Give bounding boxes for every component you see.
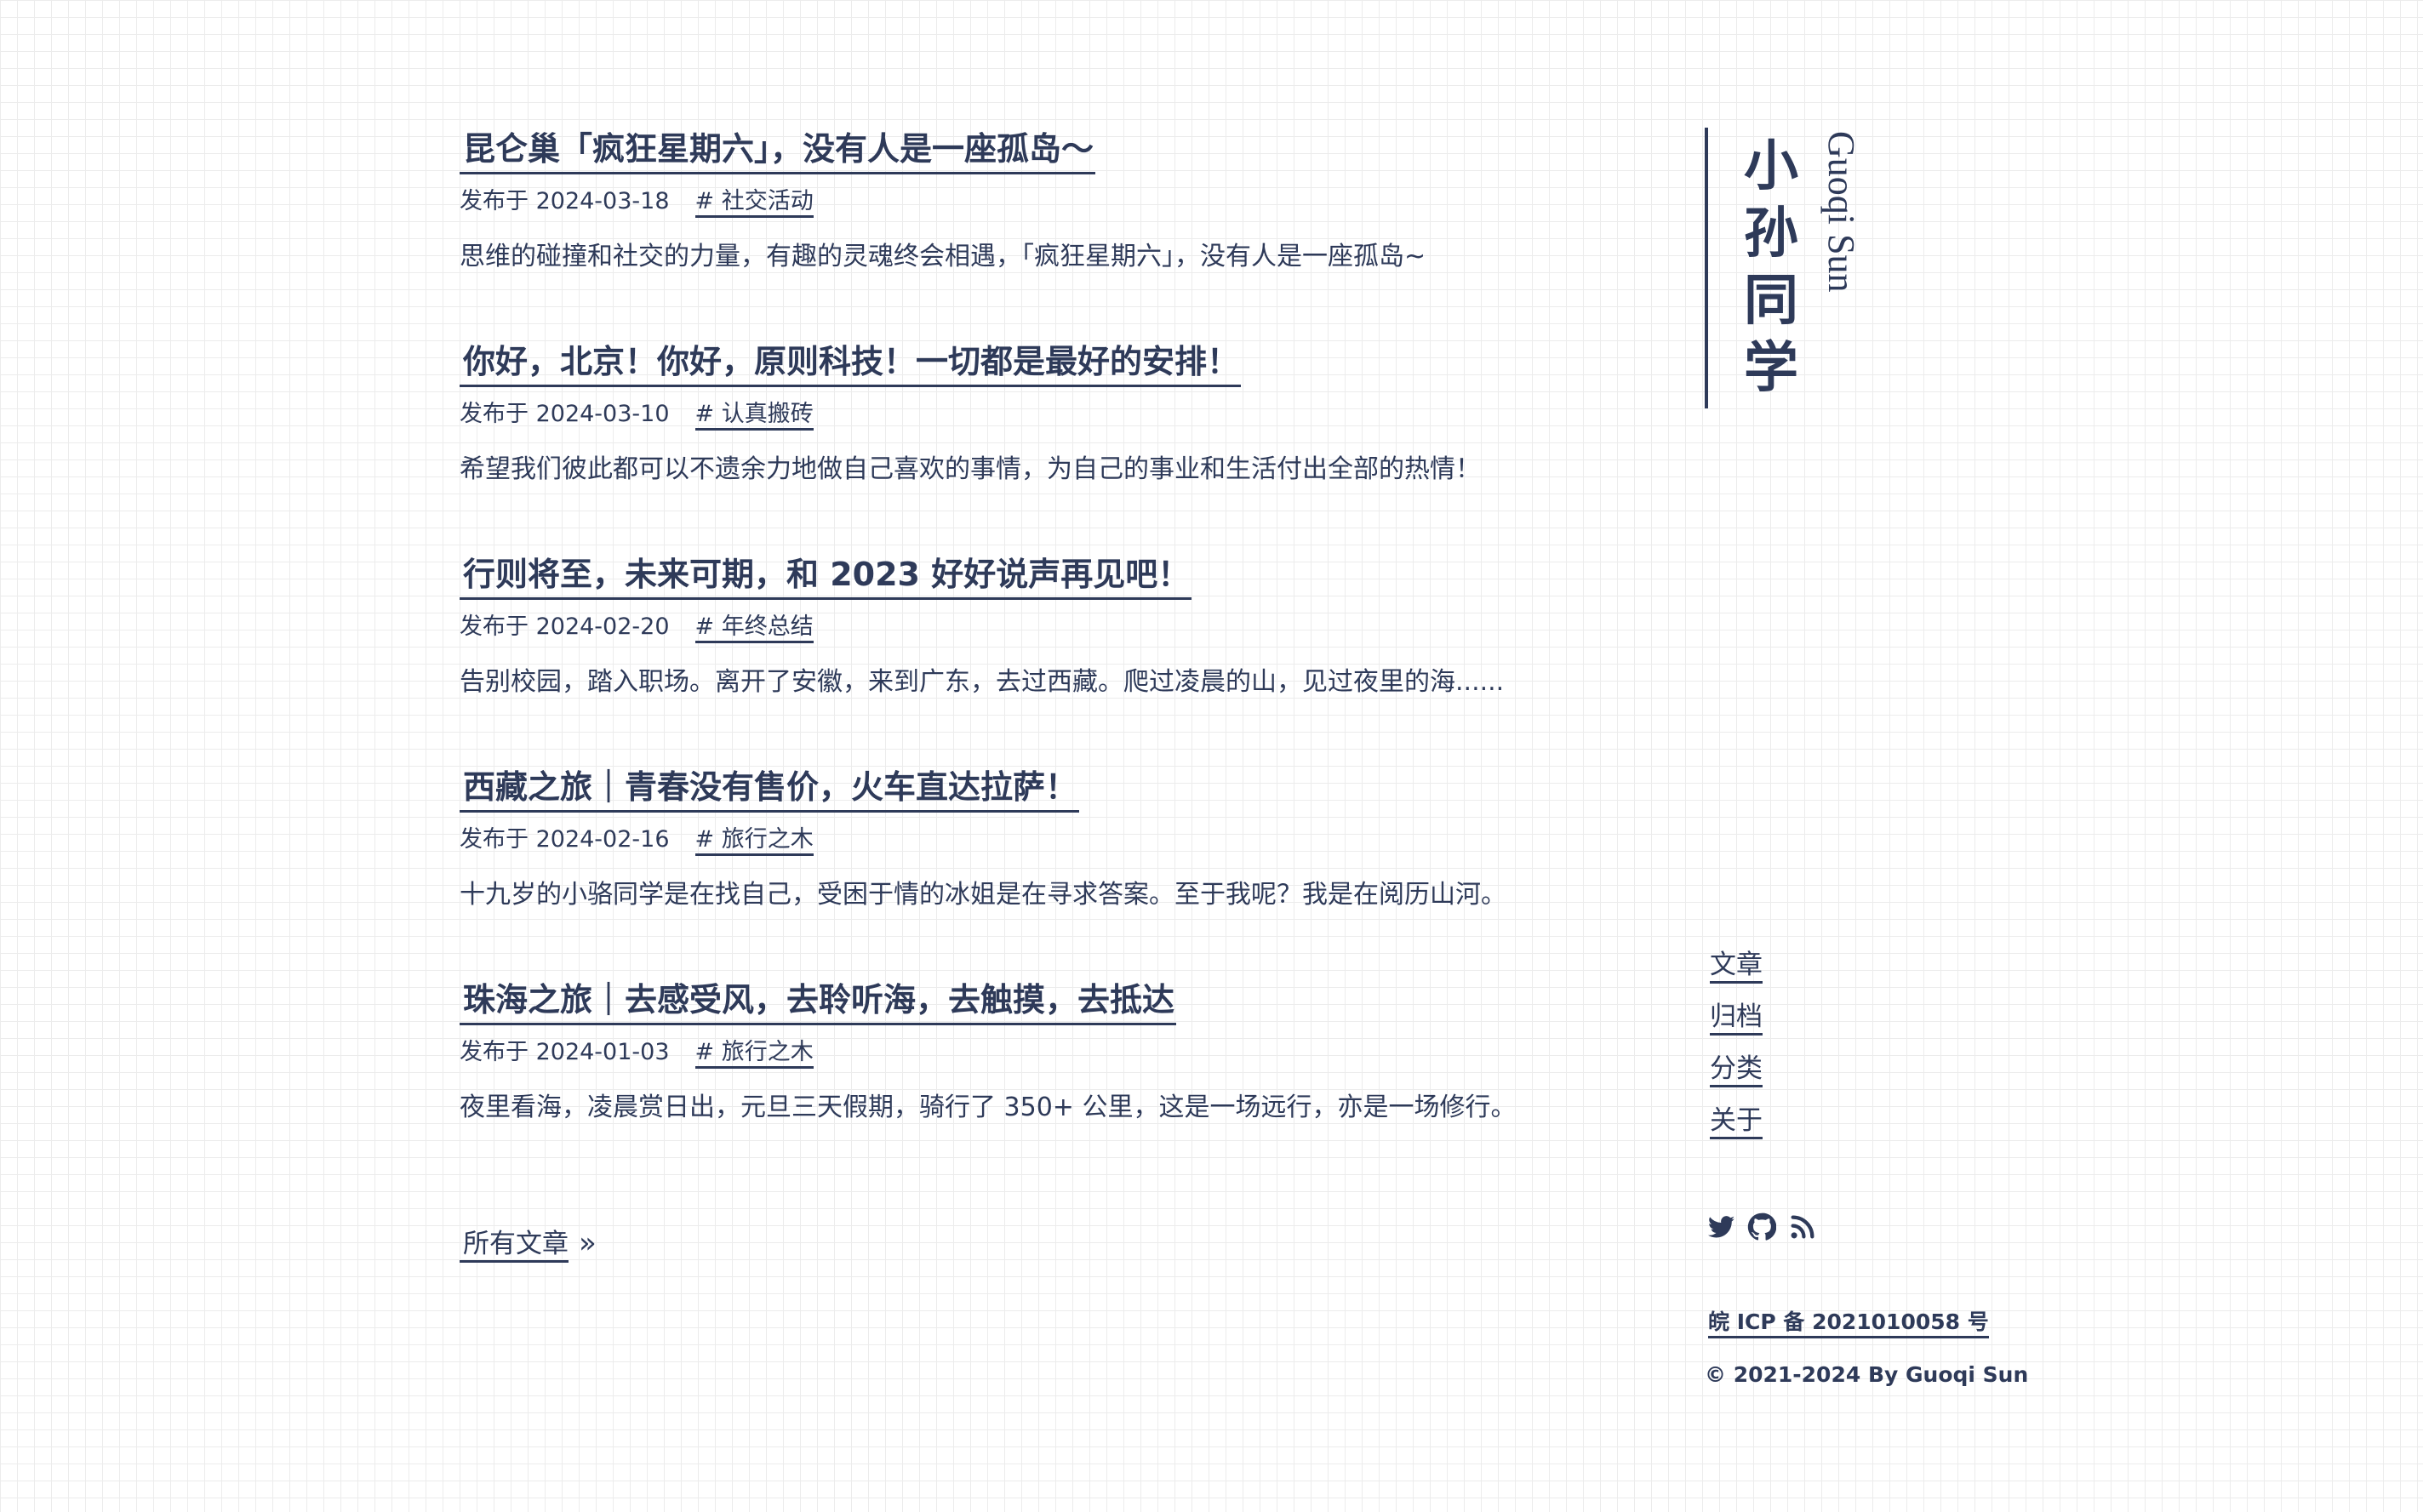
post-tag-link[interactable]: # 年终总结 <box>694 614 814 643</box>
post-tag-link[interactable]: # 旅行之木 <box>694 827 814 856</box>
github-icon[interactable] <box>1747 1212 1777 1241</box>
post-meta: 发布于 2024-02-16 # 旅行之木 <box>460 824 1617 856</box>
post-date: 发布于 2024-01-03 <box>460 1039 670 1065</box>
all-posts-link[interactable]: 所有文章 <box>460 1229 569 1263</box>
social-links <box>1706 1212 1817 1241</box>
rss-icon[interactable] <box>1788 1212 1817 1241</box>
post-date: 发布于 2024-02-16 <box>460 826 670 853</box>
nav-item-label: 文章 <box>1710 950 1763 984</box>
nav-item-label: 关于 <box>1710 1105 1763 1139</box>
icp-record: 皖 ICP 备 2021010058 号 <box>1708 1309 1989 1338</box>
post-meta: 发布于 2024-03-18 # 社交活动 <box>460 186 1617 218</box>
post-tag-link[interactable]: # 旅行之木 <box>694 1040 814 1069</box>
nav-item-label: 归档 <box>1710 1001 1763 1036</box>
post-item: 西藏之旅｜青春没有售价，火车直达拉萨！ 发布于 2024-02-16 # 旅行之木… <box>460 766 1617 979</box>
all-posts: 所有文章 » <box>460 1225 597 1263</box>
post-excerpt: 告别校园，踏入职场。离开了安徽，来到广东，去过西藏。爬过凌晨的山，见过夜里的海.… <box>460 667 1505 697</box>
post-tag-link[interactable]: # 认真搬砖 <box>694 402 814 431</box>
post-date: 发布于 2024-03-10 <box>460 401 670 427</box>
post-date: 发布于 2024-03-18 <box>460 188 670 214</box>
post-meta: 发布于 2024-01-03 # 旅行之木 <box>460 1037 1617 1069</box>
nav-item-archive[interactable]: 归档 <box>1710 999 1763 1051</box>
post-title-link[interactable]: 行则将至，未来可期，和 2023 好好说声再见吧！ <box>460 553 1192 600</box>
site-brand[interactable]: 小孙同学 Guoqi Sun <box>1705 128 1862 408</box>
site-nav: 文章 归档 分类 关于 <box>1710 947 1763 1155</box>
post-date: 发布于 2024-02-20 <box>460 613 670 640</box>
nav-item-label: 分类 <box>1710 1053 1763 1087</box>
site-title-cn[interactable]: 小孙同学 <box>1744 134 1798 400</box>
nav-item-about[interactable]: 关于 <box>1710 1103 1763 1155</box>
post-tag-link[interactable]: # 社交活动 <box>694 189 814 218</box>
post-title-link[interactable]: 昆仑巢「疯狂星期六」，没有人是一座孤岛～ <box>460 128 1096 174</box>
nav-item-articles[interactable]: 文章 <box>1710 947 1763 999</box>
site-title-en[interactable]: Guoqi Sun <box>1820 131 1862 293</box>
post-excerpt: 思维的碰撞和社交的力量，有趣的灵魂终会相遇，「疯狂星期六」，没有人是一座孤岛~ <box>460 242 1426 271</box>
post-meta: 发布于 2024-02-20 # 年终总结 <box>460 612 1617 643</box>
icp-link[interactable]: 皖 ICP 备 2021010058 号 <box>1708 1309 1989 1338</box>
post-item: 珠海之旅｜去感受风，去聆听海，去触摸，去抵达 发布于 2024-01-03 # 旅… <box>460 979 1617 1191</box>
post-excerpt: 十九岁的小骆同学是在找自己，受困于情的冰姐是在寻求答案。至于我呢？我是在阅历山河… <box>460 880 1506 910</box>
post-excerpt: 希望我们彼此都可以不遗余力地做自己喜欢的事情，为自己的事业和生活付出全部的热情！ <box>460 454 1481 484</box>
post-item: 行则将至，未来可期，和 2023 好好说声再见吧！ 发布于 2024-02-20… <box>460 553 1617 766</box>
nav-item-categories[interactable]: 分类 <box>1710 1051 1763 1103</box>
post-title-link[interactable]: 西藏之旅｜青春没有售价，火车直达拉萨！ <box>460 766 1080 813</box>
post-meta: 发布于 2024-03-10 # 认真搬砖 <box>460 399 1617 431</box>
post-item: 昆仑巢「疯狂星期六」，没有人是一座孤岛～ 发布于 2024-03-18 # 社交活… <box>460 128 1617 340</box>
post-title-link[interactable]: 你好，北京！你好，原则科技！一切都是最好的安排！ <box>460 340 1242 387</box>
sidebar: 小孙同学 Guoqi Sun 文章 归档 分类 关于 皖 ICP 备 202 <box>1705 128 2045 1404</box>
twitter-icon[interactable] <box>1706 1212 1735 1241</box>
double-chevron-right-icon[interactable]: » <box>579 1226 597 1260</box>
post-item: 你好，北京！你好，原则科技！一切都是最好的安排！ 发布于 2024-03-10 #… <box>460 340 1617 553</box>
post-list: 昆仑巢「疯狂星期六」，没有人是一座孤岛～ 发布于 2024-03-18 # 社交活… <box>460 128 1617 1263</box>
post-title-link[interactable]: 珠海之旅｜去感受风，去聆听海，去触摸，去抵达 <box>460 979 1177 1025</box>
copyright: © 2021-2024 By Guoqi Sun <box>1705 1362 2029 1387</box>
post-excerpt: 夜里看海，凌晨赏日出，元旦三天假期，骑行了 350+ 公里，这是一场远行，亦是一… <box>460 1093 1517 1122</box>
